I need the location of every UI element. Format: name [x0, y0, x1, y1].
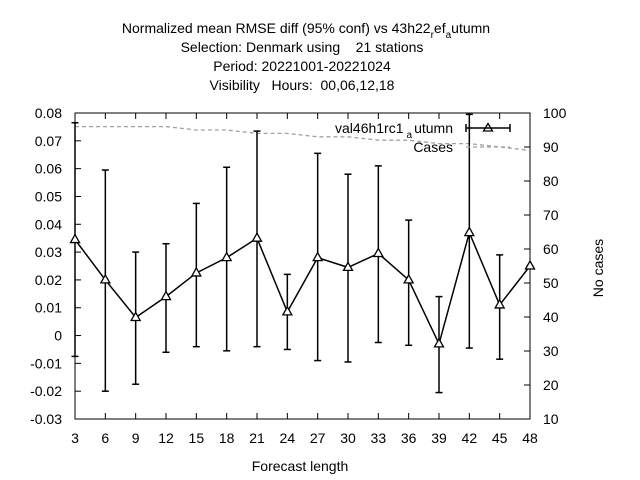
- data-point: [494, 298, 506, 309]
- x-tick-label: 27: [310, 430, 326, 446]
- x-axis-label: Forecast length: [252, 458, 349, 474]
- left-tick-label: 0: [54, 328, 62, 344]
- legend-sub-a: a: [407, 130, 413, 141]
- legend-main-label: val46h1rc1 a utumn: [335, 120, 453, 141]
- left-axis-ticks: -0.03 -0.02 -0.01 0 0.01 0.02 0.03 0.04 0.05 0.06…: [30, 105, 81, 427]
- left-tick-label: 0.06: [35, 161, 62, 177]
- left-tick-label: -0.03: [30, 411, 62, 427]
- data-point: [160, 290, 172, 301]
- x-tick-label: 39: [431, 430, 447, 446]
- right-tick-label: 50: [543, 275, 559, 291]
- x-tick-label: 18: [219, 430, 235, 446]
- legend-tail: utumn: [414, 120, 453, 136]
- right-tick-label: 90: [543, 139, 559, 155]
- x-tick-label: 3: [71, 430, 79, 446]
- x-tick-label: 42: [462, 430, 478, 446]
- x-tick-label: 48: [522, 430, 538, 446]
- right-tick-label: 80: [543, 173, 559, 189]
- title-line-3: Period: 20221001-20221024: [213, 58, 391, 74]
- legend-main-marker: [482, 122, 494, 132]
- data-point: [403, 273, 415, 284]
- x-tick-label: 12: [158, 430, 174, 446]
- data-point: [221, 251, 233, 262]
- data-point: [312, 251, 324, 262]
- data-point: [69, 233, 81, 244]
- legend-cases-label: Cases: [413, 139, 453, 155]
- title-line-4: Visibility Hours: 00,06,12,18: [210, 77, 395, 93]
- main-series-line: [74, 230, 531, 347]
- right-axis-ticks: 10 20 30 40 50 60 70 80 90 100: [524, 105, 567, 427]
- right-tick-label: 30: [543, 343, 559, 359]
- data-point: [251, 231, 263, 242]
- title-sub-a: a: [446, 30, 452, 41]
- x-tick-label: 24: [280, 430, 296, 446]
- plot-frame: [74, 112, 531, 420]
- legend: val46h1rc1 a utumn Cases: [335, 120, 511, 155]
- right-tick-label: 70: [543, 207, 559, 223]
- right-axis-label: No cases: [590, 239, 606, 297]
- left-tick-label: 0.04: [35, 216, 62, 232]
- data-point: [463, 226, 475, 237]
- x-tick-label: 21: [249, 430, 265, 446]
- x-tick-label: 9: [132, 430, 140, 446]
- left-tick-label: -0.01: [30, 355, 62, 371]
- x-tick-label: 15: [189, 430, 205, 446]
- data-point: [433, 337, 445, 348]
- right-tick-label: 40: [543, 309, 559, 325]
- title-line-2: Selection: Denmark using 21 stations: [181, 39, 424, 55]
- data-point: [130, 311, 142, 322]
- title-ef: ef: [434, 20, 446, 36]
- x-tick-label: 45: [492, 430, 508, 446]
- x-tick-label: 36: [401, 430, 417, 446]
- right-tick-label: 20: [543, 377, 559, 393]
- x-tick-label: 6: [101, 430, 109, 446]
- title-utumn: utumn: [451, 20, 490, 36]
- left-tick-label: 0.05: [35, 188, 62, 204]
- data-point: [524, 259, 536, 270]
- chart-title: Normalized mean RMSE diff (95% conf) vs …: [122, 20, 490, 93]
- data-point: [281, 305, 293, 316]
- cases-series-line: [75, 125, 531, 152]
- title-sub-r: r: [431, 30, 435, 41]
- data-point: [372, 247, 384, 258]
- data-point: [190, 266, 202, 277]
- right-tick-label: 10: [543, 411, 559, 427]
- left-tick-label: 0.03: [35, 244, 62, 260]
- data-point: [342, 261, 354, 272]
- right-tick-label: 60: [543, 241, 559, 257]
- data-point: [99, 273, 111, 284]
- left-tick-label: -0.02: [30, 383, 62, 399]
- x-axis-ticks: 3 6 9 12 15 18 21 24 27 30 33 36 39 42 45 48: [71, 113, 538, 446]
- x-tick-label: 30: [340, 430, 356, 446]
- left-tick-label: 0.02: [35, 272, 62, 288]
- title-line-1: Normalized mean RMSE diff (95% conf) vs …: [122, 20, 490, 41]
- right-tick-label: 100: [543, 105, 567, 121]
- left-tick-label: 0.01: [35, 300, 62, 316]
- left-tick-label: 0.08: [35, 105, 62, 121]
- main-series-markers: [69, 226, 536, 348]
- x-tick-label: 33: [371, 430, 387, 446]
- left-tick-label: 0.07: [35, 133, 62, 149]
